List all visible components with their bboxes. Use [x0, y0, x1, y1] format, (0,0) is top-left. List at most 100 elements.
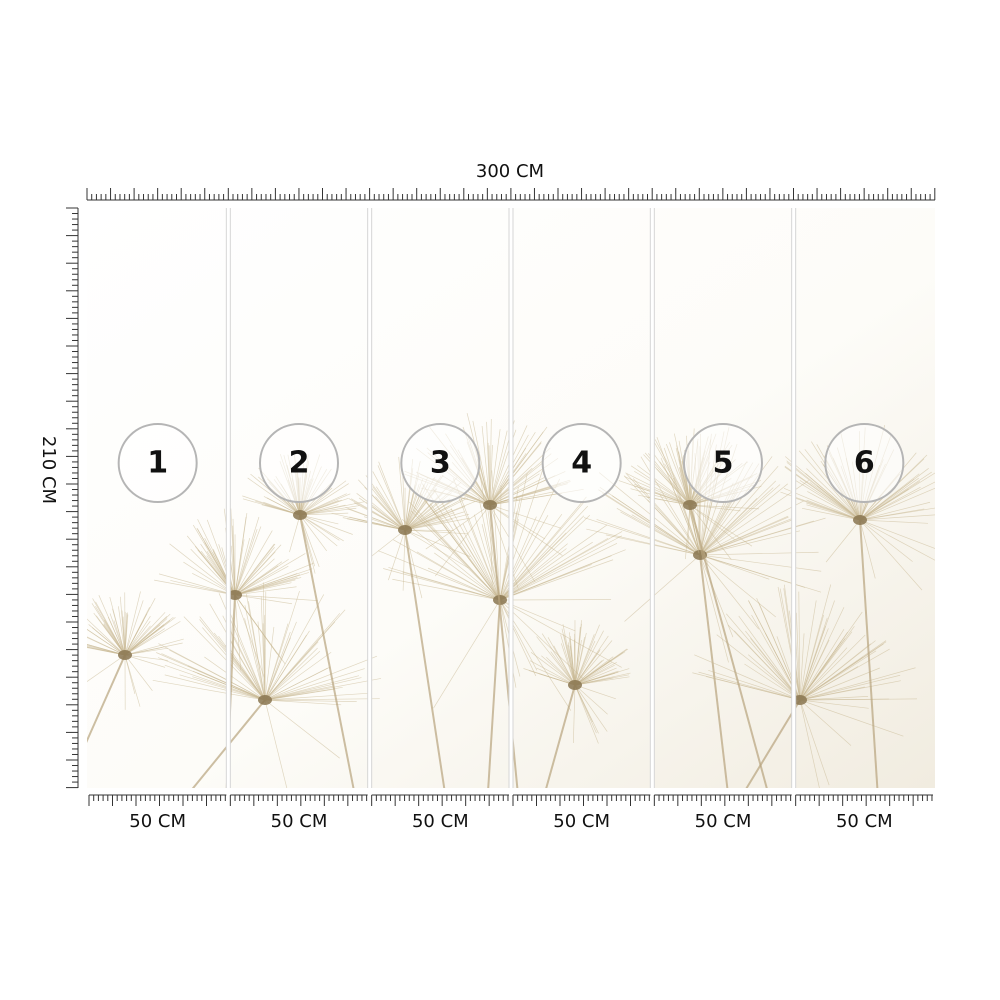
- panel-badge: [400, 423, 481, 503]
- pappus-hair: [699, 516, 789, 556]
- pappus-hair: [264, 678, 382, 701]
- pappus-hair: [699, 497, 758, 556]
- panel-gap: [226, 208, 231, 788]
- pappus-hair: [799, 648, 890, 701]
- pappus-hair: [499, 542, 618, 601]
- pappus-hair: [799, 633, 805, 701]
- pappus-hair: [299, 507, 357, 516]
- pappus-hair: [489, 504, 519, 589]
- pappus-hair: [574, 668, 630, 686]
- pappus-hair: [264, 647, 318, 701]
- pappus-hair: [158, 657, 266, 701]
- panel-gap: [650, 208, 655, 788]
- pappus-hair: [489, 419, 492, 506]
- pappus-hair: [87, 654, 126, 682]
- panel-width-label: 50 CM: [271, 811, 328, 832]
- pappus-hair: [124, 624, 161, 656]
- panel-number: 3: [430, 446, 451, 481]
- pappus-hair: [156, 652, 266, 701]
- pappus-hair: [392, 578, 501, 601]
- pappus-hair: [689, 504, 735, 541]
- pappus-hair: [489, 447, 527, 506]
- pappus-hair: [699, 554, 822, 572]
- pappus-hair: [574, 684, 608, 715]
- pappus-hair: [234, 579, 296, 596]
- pappus-hair: [553, 645, 576, 686]
- pappus-hair: [654, 439, 691, 506]
- pappus-hair: [574, 652, 624, 686]
- pappus-hair: [263, 582, 266, 701]
- pappus-hair: [779, 588, 801, 701]
- pappus-hair: [859, 477, 919, 521]
- pappus-hair: [489, 504, 493, 586]
- pappus-hair: [489, 463, 543, 506]
- pappus-hair: [699, 554, 770, 580]
- panel-gap: [791, 208, 796, 788]
- pappus-hair: [799, 699, 904, 737]
- pappus-hair: [234, 558, 289, 596]
- pappus-hair: [699, 551, 819, 556]
- pappus-hair: [574, 684, 599, 744]
- pappus-hair: [264, 666, 331, 701]
- pappus-hair: [372, 486, 406, 531]
- pappus-hair: [798, 450, 861, 521]
- pappus-hair: [689, 504, 700, 554]
- pappus-hair: [158, 573, 236, 596]
- pappus-hair: [499, 485, 502, 601]
- pappus-hair: [859, 481, 920, 521]
- pappus-hair: [799, 674, 901, 701]
- pappus-hair: [699, 554, 729, 663]
- pappus-hair: [625, 472, 691, 506]
- pappus-hair: [299, 514, 316, 574]
- pappus-hair: [699, 554, 822, 593]
- pappus-hair: [234, 543, 276, 596]
- pappus-hair: [234, 594, 318, 601]
- pappus-hair: [541, 655, 576, 686]
- pappus-hair: [630, 488, 691, 506]
- seed-head: [483, 500, 497, 510]
- pappus-hair: [631, 514, 701, 556]
- pappus-hair: [124, 621, 181, 656]
- seed-head: [118, 650, 132, 660]
- pappus-hair: [637, 465, 691, 506]
- pappus-hair: [574, 636, 585, 686]
- pappus-hair: [234, 565, 289, 596]
- pappus-hair: [124, 620, 151, 656]
- pappus-hair: [489, 447, 551, 506]
- pappus-hair: [799, 629, 845, 701]
- panel-width-label: 50 CM: [695, 811, 752, 832]
- stem: [489, 504, 519, 788]
- pappus-hair: [799, 643, 871, 701]
- pappus-hair: [87, 643, 126, 656]
- pappus-hair: [299, 483, 349, 516]
- pappus-hair: [473, 514, 501, 601]
- panel-width-label: 50 CM: [553, 811, 610, 832]
- pappus-hair: [499, 599, 622, 668]
- pappus-hair: [574, 634, 595, 686]
- pappus-hair: [499, 549, 626, 601]
- pappus-hair: [689, 504, 704, 559]
- pappus-hair: [124, 616, 151, 656]
- pappus-hair: [799, 698, 889, 701]
- pappus-hair: [234, 586, 297, 596]
- pappus-hair: [529, 660, 576, 686]
- pappus-hair: [699, 487, 774, 556]
- pappus-hair: [799, 641, 887, 701]
- pappus-hair: [425, 501, 501, 601]
- pappus-hair: [859, 519, 923, 591]
- pappus-hair: [499, 514, 591, 601]
- pappus-hair: [489, 442, 542, 506]
- pappus-hair: [118, 606, 126, 656]
- pappus-hair: [489, 426, 548, 506]
- seed-head: [228, 590, 242, 600]
- pappus-hair: [230, 545, 236, 596]
- pappus-hair: [202, 627, 266, 701]
- pappus-hair: [124, 654, 166, 668]
- pappus-hair: [541, 633, 576, 686]
- pappus-hair: [404, 517, 470, 531]
- pappus-hair: [234, 558, 275, 596]
- pappus-hair: [229, 594, 236, 647]
- pappus-hair: [372, 471, 406, 531]
- stem: [191, 699, 266, 788]
- pappus-hair: [234, 512, 248, 596]
